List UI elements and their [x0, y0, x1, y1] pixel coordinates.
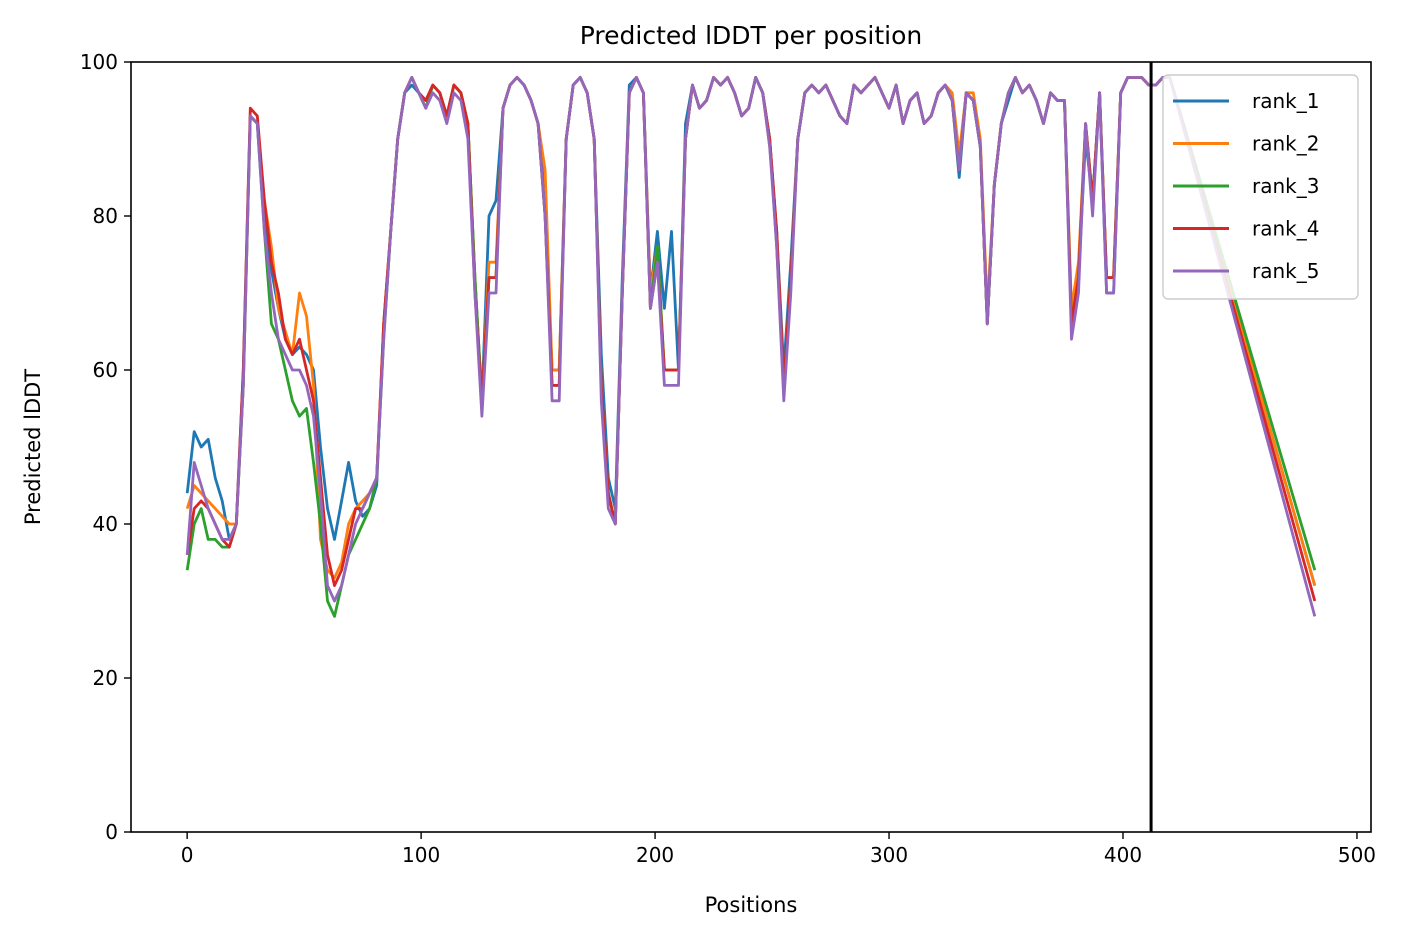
- legend-label-rank_4: rank_4: [1252, 217, 1319, 241]
- x-tick-label: 400: [1104, 843, 1142, 867]
- plot-area: [185, 62, 1317, 832]
- legend-label-rank_2: rank_2: [1252, 132, 1319, 156]
- x-tick-label: 300: [870, 843, 908, 867]
- x-tick-label: 200: [636, 843, 674, 867]
- legend-label-rank_1: rank_1: [1252, 89, 1319, 113]
- y-tick-label: 0: [105, 820, 118, 844]
- x-tick-label: 500: [1338, 843, 1376, 867]
- legend-label-rank_5: rank_5: [1252, 259, 1319, 283]
- y-tick-label: 80: [93, 204, 118, 228]
- x-tick-label: 0: [181, 843, 194, 867]
- plot-frame: [130, 61, 1372, 833]
- series-line-rank_5: [185, 76, 1317, 617]
- legend: rank_1 rank_2 rank_3 rank_4 rank_5: [1162, 74, 1359, 300]
- y-tick-label: 60: [93, 358, 118, 382]
- x-axis: 0 100 200 300 400 500: [181, 832, 1376, 867]
- y-tick-label: 20: [93, 666, 118, 690]
- legend-box: [1162, 74, 1359, 300]
- x-axis-label: Positions: [705, 893, 798, 917]
- x-tick-label: 100: [402, 843, 440, 867]
- y-tick-label: 100: [80, 50, 118, 74]
- y-axis: 0 20 40 60 80 100: [80, 50, 131, 844]
- y-axis-label: Predicted lDDT: [21, 369, 45, 525]
- y-tick-label: 40: [93, 512, 118, 536]
- chart-title: Predicted lDDT per position: [580, 21, 922, 50]
- legend-label-rank_3: rank_3: [1252, 174, 1319, 198]
